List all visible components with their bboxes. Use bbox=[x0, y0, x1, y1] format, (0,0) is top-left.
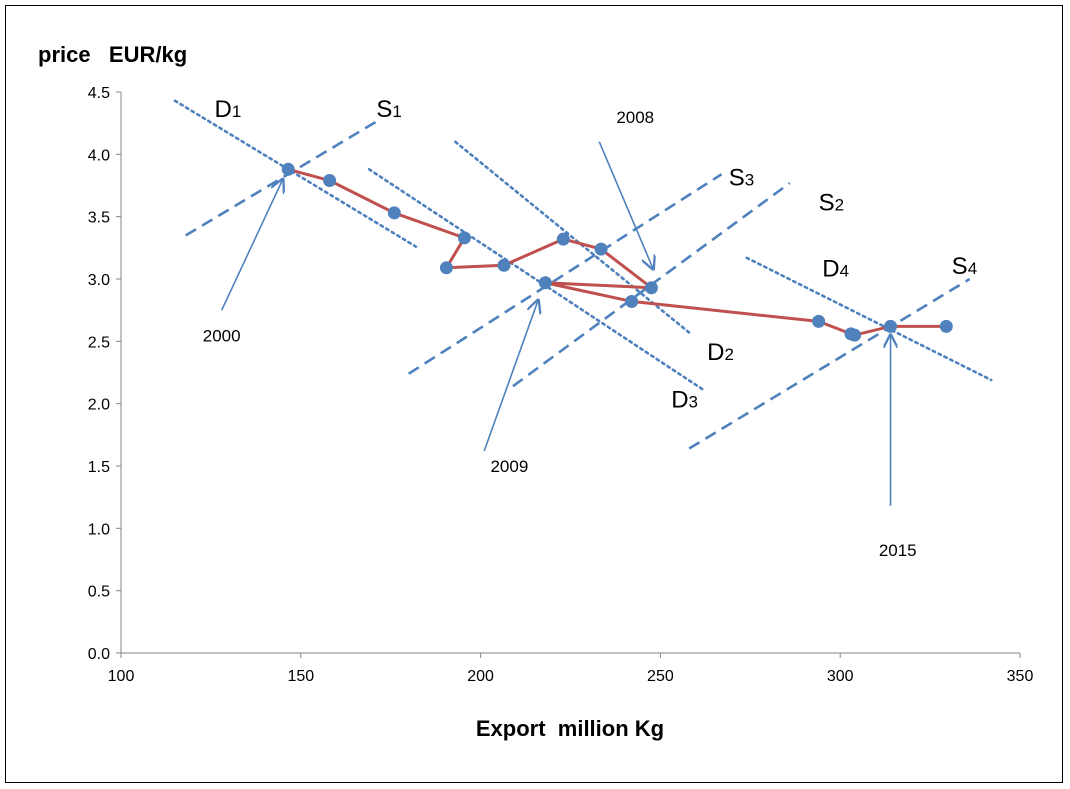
curve-letter: S bbox=[729, 165, 745, 192]
curve-letter: S bbox=[952, 253, 968, 280]
demand-label-2: D2 bbox=[707, 339, 734, 366]
y-tick-label: 4.5 bbox=[88, 85, 110, 102]
annotation-arrow-2008 bbox=[598, 141, 653, 269]
supply-label-2: S2 bbox=[819, 189, 844, 216]
data-point bbox=[594, 242, 608, 256]
x-tick-label: 100 bbox=[108, 668, 135, 685]
data-point bbox=[457, 231, 471, 245]
demand-label-4: D4 bbox=[822, 256, 849, 283]
data-point bbox=[939, 319, 953, 333]
demand-label-3: D3 bbox=[671, 386, 698, 413]
y-tick-label: 3.5 bbox=[88, 210, 110, 227]
supply-label-1: S1 bbox=[376, 96, 401, 123]
data-point bbox=[848, 328, 862, 342]
series-line bbox=[287, 167, 947, 337]
curve-subscript: 4 bbox=[968, 259, 977, 278]
data-point bbox=[387, 206, 401, 220]
curve-subscript: 1 bbox=[232, 102, 241, 121]
curve-letter: D bbox=[707, 339, 724, 366]
y-tick-label: 1.5 bbox=[88, 459, 110, 476]
y-tick-label: 3.0 bbox=[88, 272, 110, 289]
data-series bbox=[281, 162, 953, 342]
demand-curve-4 bbox=[745, 256, 993, 382]
curve-subscript: 3 bbox=[689, 392, 698, 411]
data-point bbox=[884, 319, 898, 333]
axes: 0.0 0.5 1.0 1.5 2.0 2.5 3.0 3.5 4.0 4.5 100 150 200 2… bbox=[88, 85, 1034, 685]
data-point bbox=[556, 232, 570, 246]
x-tick-label: 200 bbox=[467, 668, 494, 685]
demand-curve-1 bbox=[173, 99, 418, 248]
chart-frame bbox=[5, 5, 1063, 783]
annotation-arrow-2009 bbox=[483, 300, 538, 452]
y-tick-label: 2.5 bbox=[88, 334, 110, 351]
data-point bbox=[644, 281, 658, 295]
x-tick-label: 300 bbox=[827, 668, 854, 685]
data-point bbox=[812, 314, 826, 328]
curve-subscript: 2 bbox=[835, 195, 844, 214]
curve-letter: S bbox=[376, 96, 392, 123]
annotation-label-2015: 2015 bbox=[879, 541, 917, 560]
y-tick-label: 2.0 bbox=[88, 397, 110, 414]
curve-letter: D bbox=[671, 386, 688, 413]
supply-curve-3 bbox=[407, 173, 723, 375]
y-axis-title: price EUR/kg bbox=[38, 42, 187, 67]
curve-letter: S bbox=[819, 189, 835, 216]
annotation-label-2009: 2009 bbox=[490, 457, 528, 476]
x-tick-label: 150 bbox=[287, 668, 314, 685]
x-axis-title: Export million Kg bbox=[476, 716, 664, 741]
curve-subscript: 1 bbox=[392, 102, 401, 121]
data-point bbox=[497, 258, 511, 272]
data-point bbox=[281, 162, 295, 176]
supply-curve-4 bbox=[688, 277, 971, 450]
supply-label-3: S3 bbox=[729, 165, 754, 192]
curve-subscript: 2 bbox=[724, 345, 733, 364]
data-point bbox=[439, 261, 453, 275]
supply-curve-1 bbox=[185, 118, 381, 237]
curve-letter: D bbox=[822, 256, 839, 283]
demand-curve-3 bbox=[367, 167, 705, 392]
data-point bbox=[323, 174, 337, 188]
supply-label-4: S4 bbox=[952, 253, 977, 280]
annotation-label-2000: 2000 bbox=[203, 326, 241, 345]
data-point bbox=[538, 276, 552, 290]
y-tick-label: 0.0 bbox=[88, 646, 110, 663]
demand-curve-2 bbox=[454, 140, 691, 334]
annotation-label-2008: 2008 bbox=[616, 108, 654, 127]
y-tick-label: 0.5 bbox=[88, 584, 110, 601]
annotation-arrow-2000 bbox=[220, 179, 283, 311]
curve-subscript: 4 bbox=[840, 262, 849, 281]
data-point bbox=[625, 294, 639, 308]
year-annotations: 2000 2008 2009 2015 bbox=[203, 108, 917, 560]
curve-letter: D bbox=[214, 96, 231, 123]
curve-subscript: 3 bbox=[745, 171, 754, 190]
x-tick-label: 350 bbox=[1007, 668, 1034, 685]
y-tick-label: 4.0 bbox=[88, 147, 110, 164]
y-tick-label: 1.0 bbox=[88, 521, 110, 538]
demand-label-1: D1 bbox=[214, 96, 241, 123]
x-tick-label: 250 bbox=[647, 668, 674, 685]
